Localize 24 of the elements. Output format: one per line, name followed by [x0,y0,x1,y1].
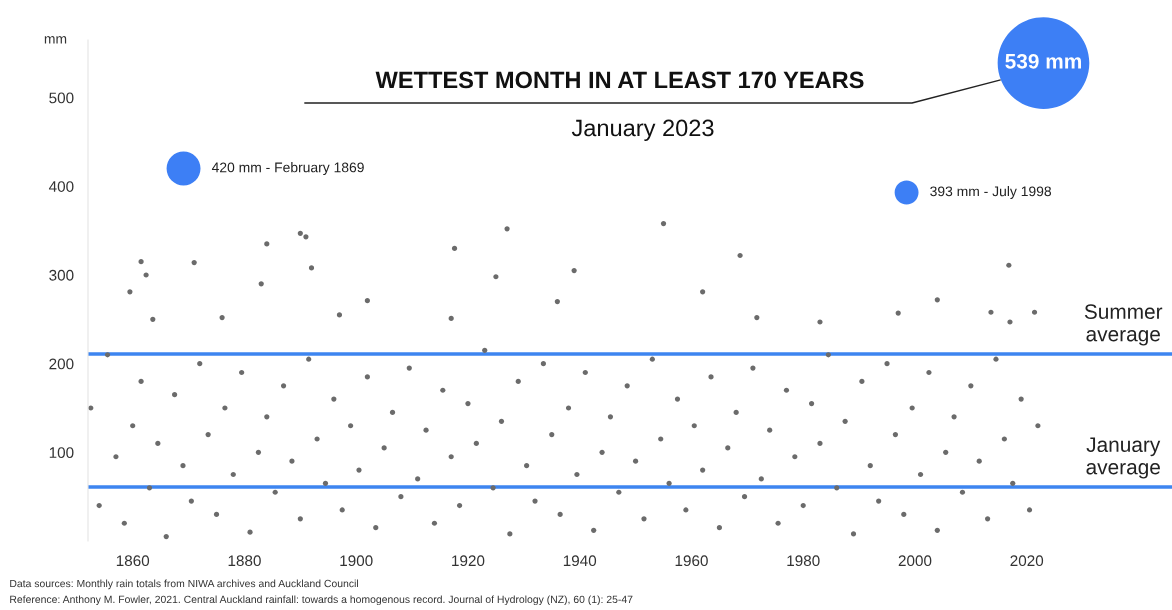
x-tick-label: 2020 [1010,555,1044,567]
x-tick-label: 1900 [340,555,373,567]
y-tick-label: 300 [49,269,74,281]
text: Reference: Anthony M. Fowler, 2021. Central Auckland rainfall: towards a homogenous record. Journal of Hydrology (NZ), 60 (1): 25-47 [10,595,633,606]
x-tick-label: 1880 [228,555,261,567]
x-tick-label: 1860 [116,555,150,567]
x-tick-label: 1960 [675,555,708,567]
y-tick-label: 500 [49,92,74,104]
ref-line-label: January average [1086,437,1161,479]
y-axis-title: mm [44,36,67,44]
x-tick-label: 1980 [787,555,820,567]
y-tick-label: 100 [49,447,74,459]
x-tick-label: 1920 [452,555,485,567]
text: Data sources: Monthly rain totals from NIWA archives and Auckland Council [10,579,358,590]
annotation: 393 mm - July 1998 [930,186,1052,199]
x-tick-label: 1940 [563,555,597,567]
x-tick-label: 2000 [898,555,932,567]
text: January 2023 [571,119,714,141]
annotation: 539 mm [1005,53,1081,69]
text: WETTEST MONTH IN AT LEAST 170 YEARS [375,71,864,89]
ref-line-label: Summer average [1084,304,1163,346]
y-tick-label: 200 [49,358,74,370]
y-tick-label: 400 [48,181,74,192]
annotation: 420 mm - February 1869 [211,162,364,176]
